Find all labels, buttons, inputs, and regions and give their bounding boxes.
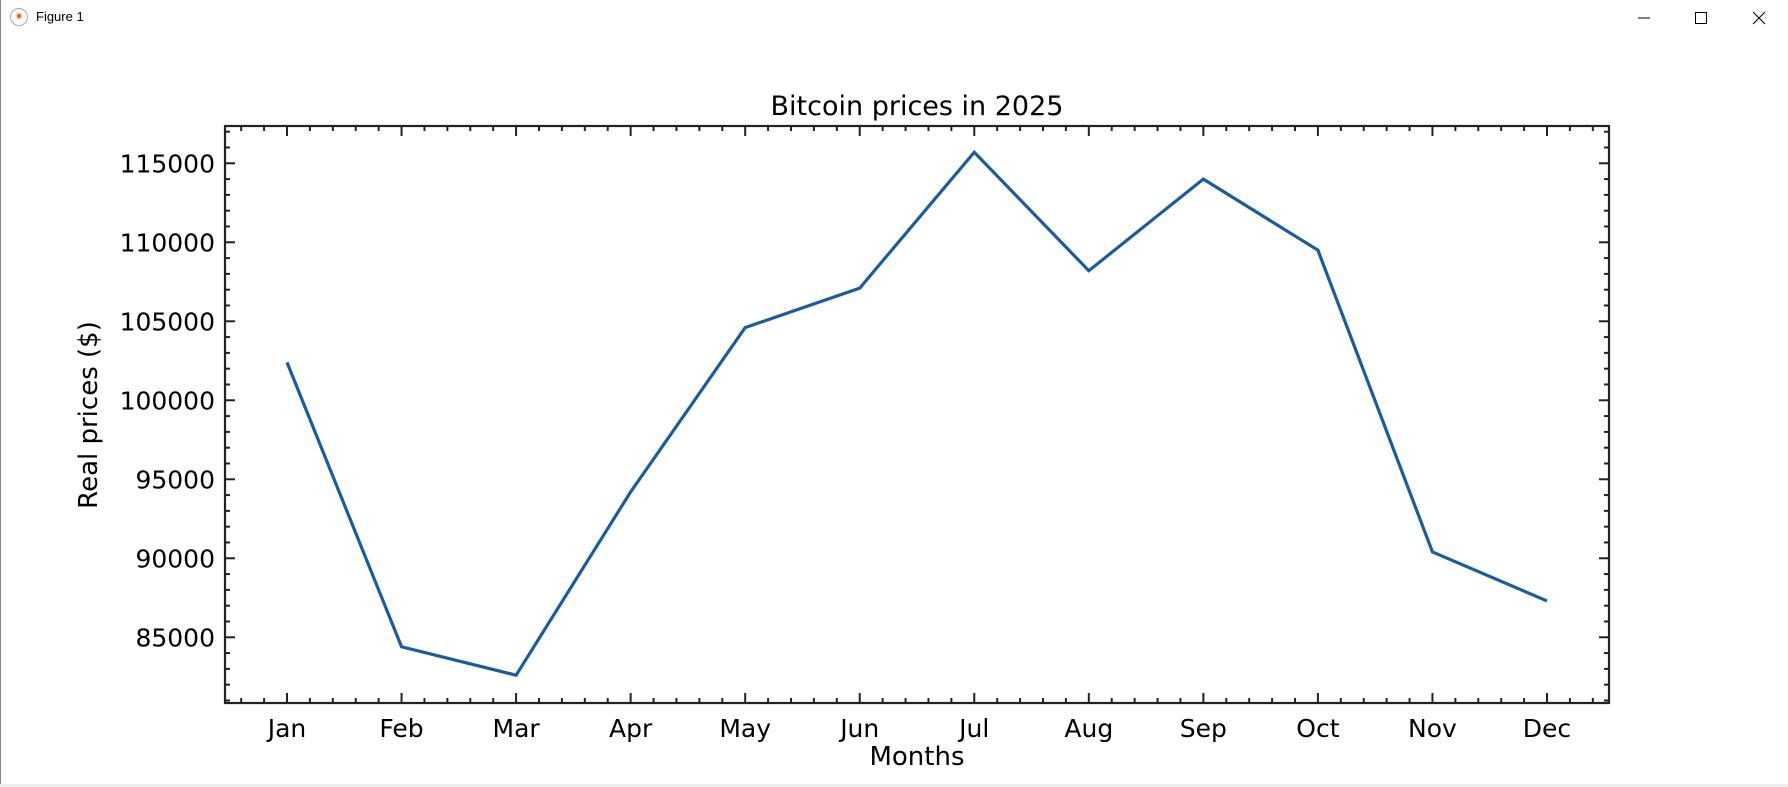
series-line xyxy=(285,149,1548,678)
window-title: Figure 1 xyxy=(36,9,84,24)
y-tick-label: 95000 xyxy=(135,465,215,494)
x-tick-label: Jul xyxy=(957,714,989,743)
y-axis-label: Real prices ($) xyxy=(74,321,104,509)
maximize-icon xyxy=(1695,12,1707,24)
matplotlib-icon: ✷ xyxy=(10,8,28,26)
maximize-button[interactable] xyxy=(1672,0,1730,36)
chart-title: Bitcoin prices in 2025 xyxy=(771,91,1064,122)
window-border xyxy=(0,0,1,787)
minimize-button[interactable] xyxy=(1615,0,1673,36)
y-tick-label: 90000 xyxy=(135,544,215,573)
x-tick-label: Sep xyxy=(1180,714,1227,743)
x-tick-label: May xyxy=(719,714,771,743)
y-tick-label: 115000 xyxy=(120,149,215,178)
close-button[interactable] xyxy=(1730,0,1788,36)
x-tick-label: Oct xyxy=(1296,714,1339,743)
x-tick-label: Aug xyxy=(1064,714,1113,743)
x-tick-label: Jan xyxy=(266,714,307,743)
x-tick-label: Dec xyxy=(1523,714,1571,743)
x-tick-label: Mar xyxy=(493,714,541,743)
close-icon xyxy=(1752,11,1766,25)
x-tick-label: Apr xyxy=(609,714,653,743)
minimize-icon xyxy=(1638,17,1650,19)
y-tick-label: 110000 xyxy=(120,228,215,257)
window-titlebar: ✷ Figure 1 xyxy=(0,0,1788,36)
plot-frame xyxy=(223,124,1611,705)
x-tick-label: Nov xyxy=(1408,714,1457,743)
x-axis-label: Months xyxy=(869,742,964,772)
y-tick-label: 100000 xyxy=(120,386,215,415)
y-tick-label: 85000 xyxy=(135,623,215,652)
y-tick-label: 105000 xyxy=(120,307,215,336)
window-bottom-edge xyxy=(0,784,1788,787)
x-tick-label: Jun xyxy=(838,714,879,743)
x-tick-label: Feb xyxy=(379,714,423,743)
